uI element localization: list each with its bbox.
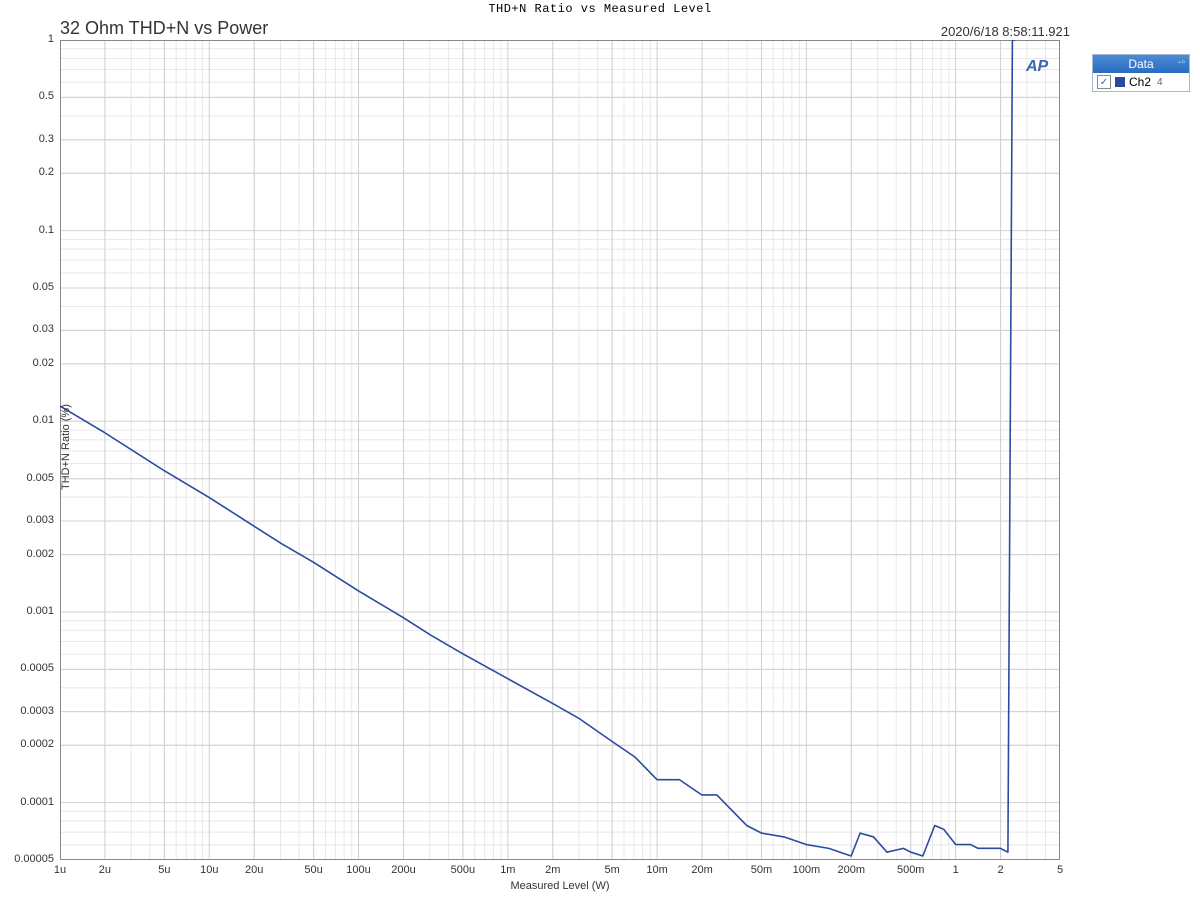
x-tick-label: 500m bbox=[891, 864, 931, 876]
legend-header[interactable]: Data -▫ bbox=[1093, 55, 1189, 73]
chart-plot: 10.50.30.20.10.050.030.020.010.0050.0030… bbox=[60, 40, 1060, 900]
x-tick-label: 2m bbox=[533, 864, 573, 876]
chart-svg bbox=[60, 40, 1060, 860]
y-tick-label: 0.03 bbox=[4, 323, 54, 335]
x-axis-label: Measured Level (W) bbox=[60, 880, 1060, 894]
x-tick-label: 100m bbox=[786, 864, 826, 876]
x-tick-label: 20u bbox=[234, 864, 274, 876]
y-tick-label: 0.0002 bbox=[4, 738, 54, 750]
y-tick-label: 0.5 bbox=[4, 90, 54, 102]
y-tick-label: 0.05 bbox=[4, 281, 54, 293]
y-tick-label: 0.0005 bbox=[4, 662, 54, 674]
x-tick-label: 1u bbox=[40, 864, 80, 876]
x-tick-label: 500u bbox=[443, 864, 483, 876]
legend-header-label: Data bbox=[1128, 57, 1153, 71]
y-tick-label: 0.0001 bbox=[4, 796, 54, 808]
chart-timestamp: 2020/6/18 8:58:11.921 bbox=[941, 24, 1070, 39]
y-tick-label: 0.005 bbox=[4, 472, 54, 484]
legend-item-suffix: 4 bbox=[1157, 77, 1163, 88]
legend-box[interactable]: Data -▫ ✓ Ch2 4 bbox=[1092, 54, 1190, 92]
y-tick-label: 0.0003 bbox=[4, 705, 54, 717]
x-tick-label: 1m bbox=[488, 864, 528, 876]
x-tick-label: 10m bbox=[637, 864, 677, 876]
x-tick-label: 10u bbox=[189, 864, 229, 876]
x-tick-label: 5u bbox=[144, 864, 184, 876]
x-tick-label: 20m bbox=[682, 864, 722, 876]
y-tick-label: 0.01 bbox=[4, 414, 54, 426]
chart-title: 32 Ohm THD+N vs Power bbox=[60, 18, 268, 39]
y-tick-label: 0.002 bbox=[4, 548, 54, 560]
legend-item[interactable]: ✓ Ch2 4 bbox=[1093, 73, 1189, 91]
x-tick-label: 200m bbox=[831, 864, 871, 876]
x-tick-label: 2u bbox=[85, 864, 125, 876]
y-tick-label: 0.02 bbox=[4, 357, 54, 369]
x-tick-label: 1 bbox=[936, 864, 976, 876]
legend-swatch bbox=[1115, 77, 1125, 87]
page-title: THD+N Ratio vs Measured Level bbox=[0, 2, 1200, 16]
ap-logo: AP bbox=[1026, 58, 1048, 76]
y-tick-label: 0.2 bbox=[4, 166, 54, 178]
x-tick-label: 50u bbox=[294, 864, 334, 876]
x-tick-label: 50m bbox=[741, 864, 781, 876]
legend-checkbox[interactable]: ✓ bbox=[1097, 75, 1111, 89]
y-axis-label: THD+N Ratio (%) bbox=[60, 404, 72, 490]
y-tick-label: 0.001 bbox=[4, 605, 54, 617]
y-tick-label: 1 bbox=[4, 33, 54, 45]
y-tick-label: 0.003 bbox=[4, 514, 54, 526]
x-tick-label: 100u bbox=[339, 864, 379, 876]
x-tick-label: 5m bbox=[592, 864, 632, 876]
legend-pin-icon[interactable]: -▫ bbox=[1178, 57, 1185, 68]
legend-item-label: Ch2 bbox=[1129, 75, 1151, 89]
x-tick-label: 200u bbox=[383, 864, 423, 876]
y-tick-label: 0.3 bbox=[4, 133, 54, 145]
x-tick-label: 2 bbox=[981, 864, 1021, 876]
x-tick-label: 5 bbox=[1040, 864, 1080, 876]
y-tick-label: 0.1 bbox=[4, 224, 54, 236]
